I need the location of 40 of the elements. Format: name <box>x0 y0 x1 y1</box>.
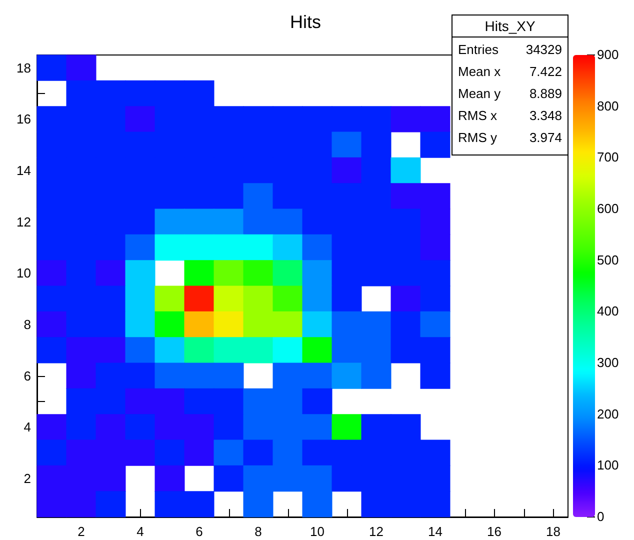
annotation: 3.348 <box>529 108 562 123</box>
y-tick-label: 12 <box>16 214 31 230</box>
annotation: 3.974 <box>529 130 562 145</box>
text: Hits_XY <box>484 18 536 34</box>
color-bar-label: 900 <box>597 47 619 62</box>
x-tick-label: 16 <box>487 524 502 539</box>
chart-title: Hits <box>290 12 321 32</box>
x-tick-label: 2 <box>78 524 85 539</box>
x-tick-label: 14 <box>428 524 442 539</box>
annotation: 34329 <box>526 42 562 57</box>
x-tick-label: 6 <box>196 524 203 539</box>
y-tick-label: 8 <box>24 317 31 332</box>
y-tick-label: 14 <box>16 163 31 178</box>
annotation: Mean x <box>458 64 502 79</box>
x-tick-label: 18 <box>546 524 560 539</box>
color-bar-label: 200 <box>597 406 619 422</box>
color-bar-label: 600 <box>597 201 619 216</box>
y-tick-label: 18 <box>16 60 31 76</box>
annotation: RMS y <box>458 130 498 145</box>
x-tick-label: 12 <box>369 524 384 539</box>
annotation: RMS x <box>458 108 498 123</box>
color-bar-label: 800 <box>597 98 619 114</box>
color-bar-label: 500 <box>597 252 619 268</box>
y-tick-label: 4 <box>24 420 31 435</box>
y-tick-label: 16 <box>16 112 31 127</box>
x-tick-label: 10 <box>310 524 324 539</box>
color-bar-label: 700 <box>597 150 619 165</box>
color-bar-label: 100 <box>597 458 619 473</box>
y-tick-label: 10 <box>16 266 31 281</box>
annotation: 8.889 <box>529 86 562 101</box>
color-bar-label: 300 <box>597 355 619 370</box>
y-tick-label: 6 <box>24 368 31 384</box>
y-tick-label: 2 <box>24 471 31 486</box>
annotation: Mean y <box>458 86 502 101</box>
color-bar-label: 0 <box>597 509 604 524</box>
x-tick-label: 4 <box>136 524 144 539</box>
x-tick-label: 8 <box>254 524 262 539</box>
annotation: Entries <box>458 42 499 57</box>
annotation: 7.422 <box>529 64 562 79</box>
color-bar-label: 400 <box>597 304 619 319</box>
